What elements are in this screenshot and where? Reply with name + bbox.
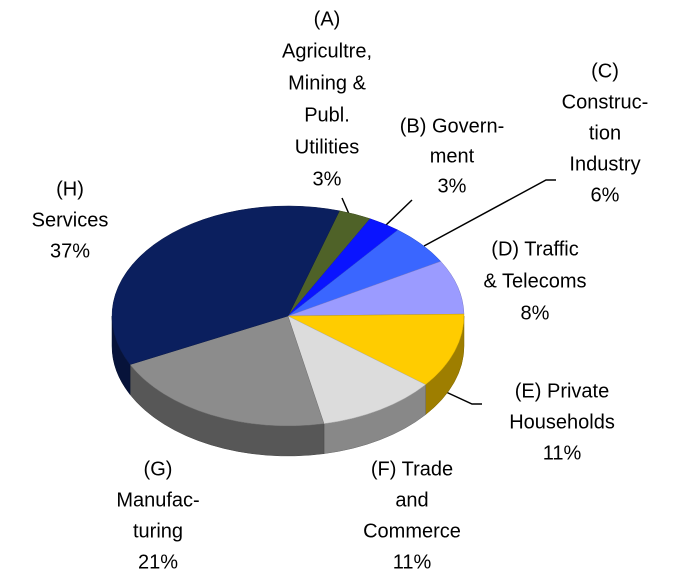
slice-label: (G) (144, 458, 173, 480)
slice-label: ment (430, 145, 475, 167)
slice-label: (A) (314, 8, 341, 30)
slice (129, 315, 325, 427)
slice-label: Commerce (363, 520, 461, 542)
slice-label: (F) Trade (371, 458, 453, 480)
slice-label: Households (509, 411, 615, 433)
pie-tops (111, 205, 465, 427)
slice-label: Manufac- (116, 489, 199, 511)
value-label: 11% (543, 442, 582, 464)
slice-label: (D) Traffic (491, 238, 578, 260)
slice (111, 205, 340, 365)
slice-label: (C) (591, 60, 619, 82)
leader-line (445, 391, 482, 405)
slice-label: Publ. (304, 104, 350, 126)
slice-label: Mining & (288, 72, 366, 94)
value-label: 8% (521, 302, 550, 324)
slice-label: Services (32, 209, 109, 231)
slice (287, 261, 465, 317)
slice-label: tion (589, 122, 621, 144)
leader-line (341, 197, 350, 215)
slice-label: & Telecoms (483, 270, 586, 292)
slice-label: Construc- (562, 91, 649, 113)
slice (287, 313, 465, 385)
leader-line (423, 179, 556, 247)
slice-label: (E) Private (515, 380, 609, 402)
slice-label: Utilities (295, 136, 359, 158)
value-label: 37% (50, 240, 90, 262)
pie-sides (111, 315, 465, 457)
value-label: 21% (138, 551, 178, 573)
slice-label: and (395, 489, 428, 511)
value-label: 6% (591, 184, 620, 206)
leader-lines (341, 179, 556, 405)
slice-label: turing (133, 520, 183, 542)
leader-line (384, 199, 413, 227)
slice-label: Agricultre, (282, 40, 372, 62)
slice-label: (B) Govern- (400, 115, 504, 137)
value-label: 3% (438, 175, 467, 197)
slice (287, 315, 427, 424)
value-label: 11% (393, 551, 432, 573)
slice-label: (H) (56, 178, 84, 200)
value-label: 3% (313, 168, 342, 190)
slice-label: Industry (569, 153, 640, 175)
